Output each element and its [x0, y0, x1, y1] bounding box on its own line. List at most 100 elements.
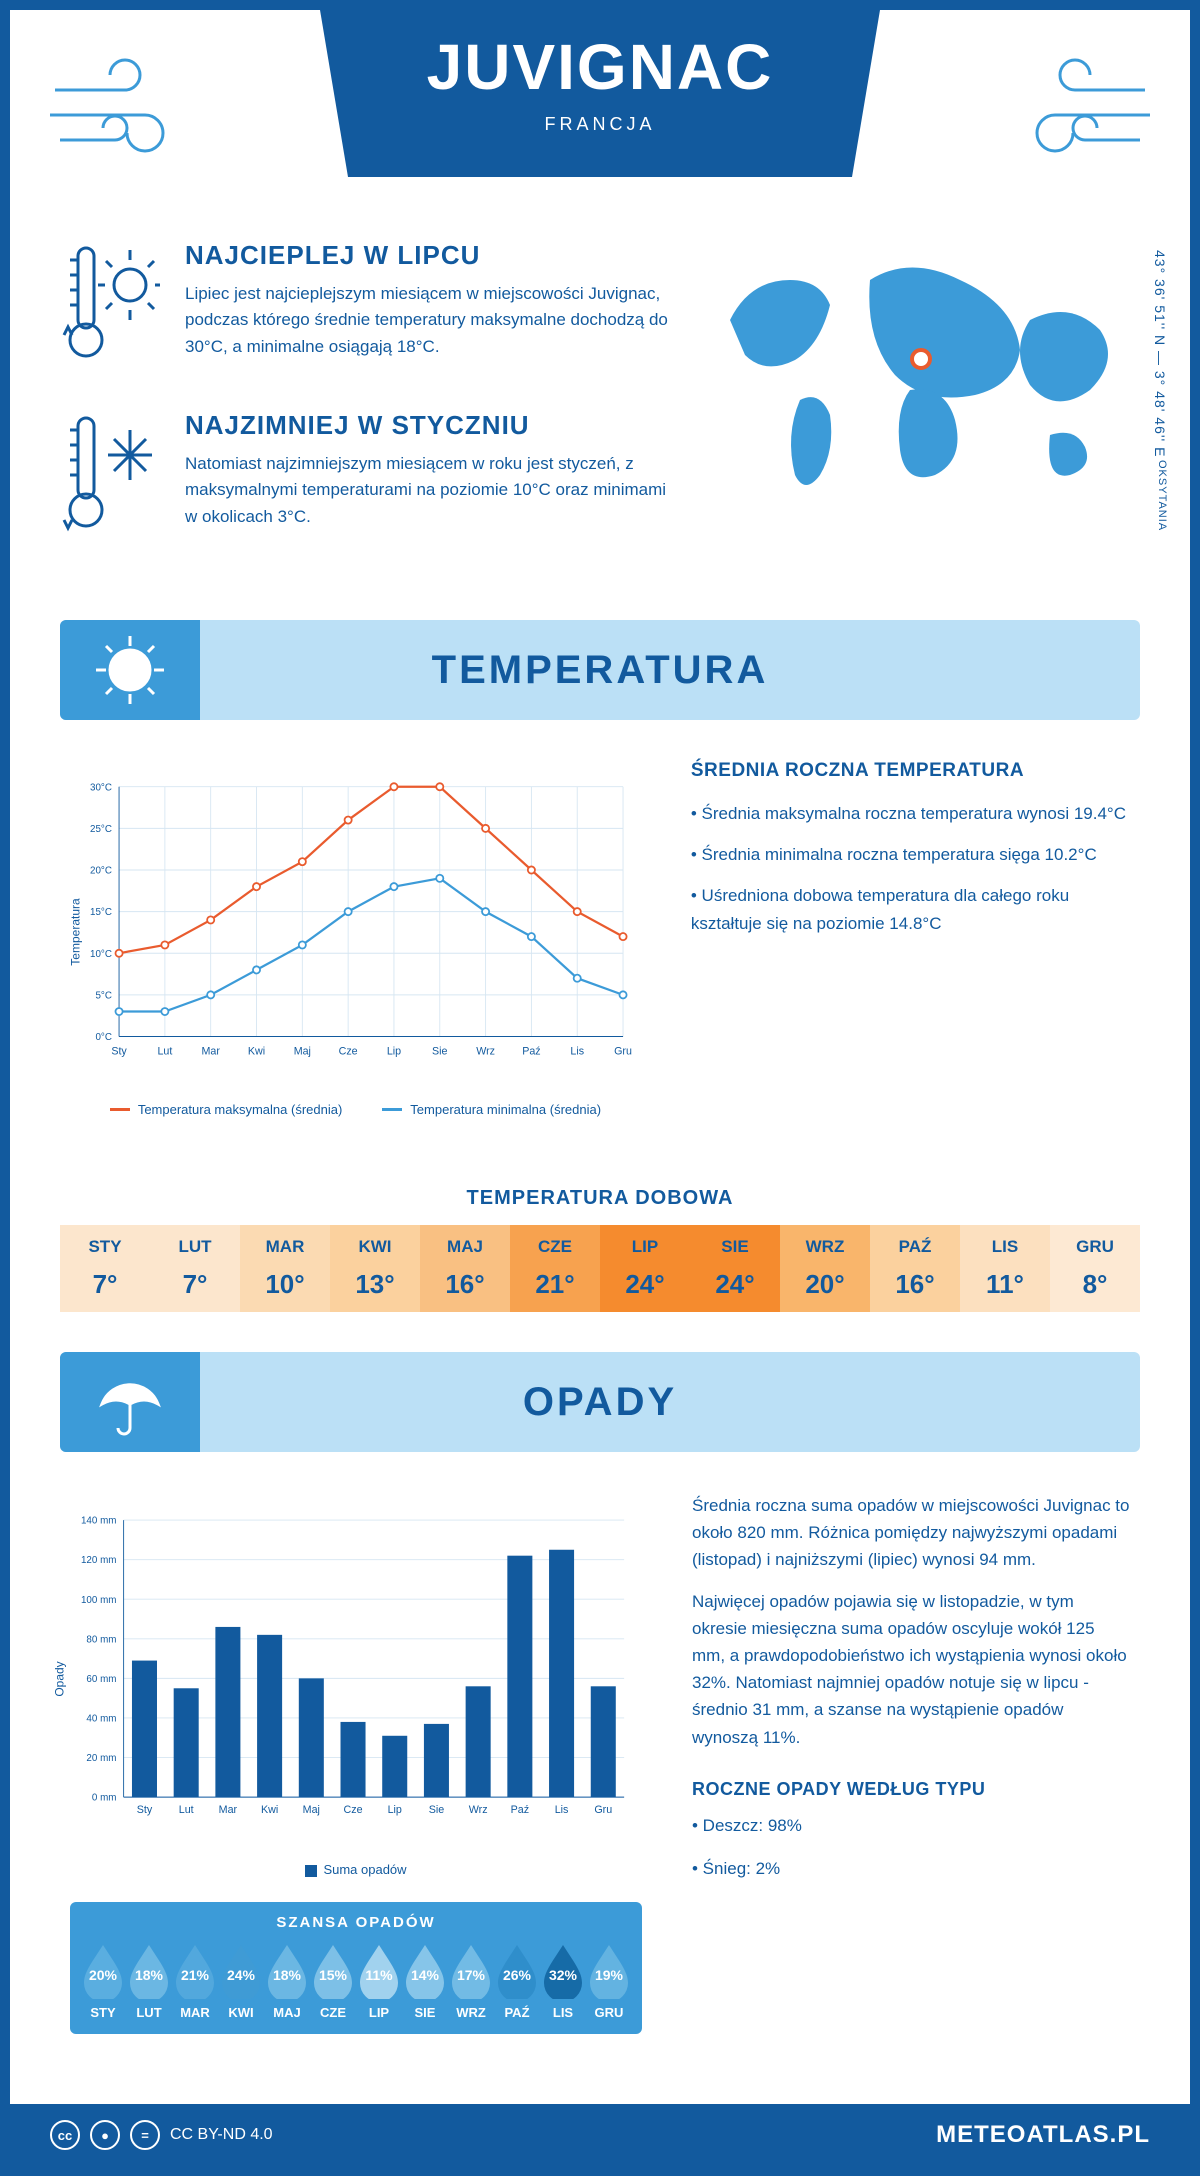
footer: cc ● = CC BY-ND 4.0 METEOATLAS.PL: [10, 2104, 1190, 2166]
chart-ylabel: Opady: [53, 1661, 67, 1696]
warmest-text: Lipiec jest najcieplejszym miesiącem w m…: [185, 281, 670, 360]
svg-text:20°C: 20°C: [90, 866, 112, 877]
svg-text:0 mm: 0 mm: [92, 1793, 117, 1804]
rain-chance-cell: 21%MAR: [172, 1943, 218, 2020]
location-marker-icon: [910, 348, 932, 370]
daily-temp-cell: SIE24°: [690, 1225, 780, 1312]
annual-temp-b3: • Uśredniona dobowa temperatura dla całe…: [691, 882, 1130, 936]
daily-temp-cell: GRU8°: [1050, 1225, 1140, 1312]
svg-text:Sty: Sty: [137, 1804, 153, 1816]
daily-temp-cell: KWI13°: [330, 1225, 420, 1312]
page: JUVIGNAC FRANCJA NAJCIEPLEJ W LIPCU Lipi…: [0, 0, 1200, 2176]
thermometer-snow-icon: [60, 410, 160, 545]
svg-text:Kwi: Kwi: [261, 1804, 278, 1816]
precipitation-bar-chart: Opady 0 mm20 mm40 mm60 mm80 mm100 mm120 …: [70, 1492, 642, 1852]
temperature-banner: TEMPERATURA: [60, 620, 1140, 720]
cc-icon: cc: [50, 2120, 80, 2150]
section-title: OPADY: [523, 1380, 677, 1425]
wind-icon: [45, 50, 195, 175]
svg-text:Sty: Sty: [111, 1045, 127, 1057]
svg-text:5°C: 5°C: [95, 990, 111, 1001]
thermometer-sun-icon: [60, 240, 160, 375]
rain-chance-cell: 11%LIP: [356, 1943, 402, 2020]
daily-temp-cell: LUT7°: [150, 1225, 240, 1312]
region-label: OKSYTANIA: [1156, 460, 1168, 531]
daily-temp-cell: MAR10°: [240, 1225, 330, 1312]
legend-min: Temperatura minimalna (średnia): [410, 1102, 601, 1117]
svg-text:Cze: Cze: [339, 1045, 358, 1057]
svg-text:Paź: Paź: [522, 1045, 540, 1057]
svg-text:140 mm: 140 mm: [81, 1516, 117, 1527]
sun-icon: [60, 620, 200, 720]
site-name: METEOATLAS.PL: [936, 2121, 1150, 2149]
rain-chance-cell: 14%SIE: [402, 1943, 448, 2020]
license: cc ● = CC BY-ND 4.0: [50, 2120, 273, 2150]
daily-temp-cell: CZE21°: [510, 1225, 600, 1312]
svg-text:Wrz: Wrz: [476, 1045, 495, 1057]
rain-chance-cell: 15%CZE: [310, 1943, 356, 2020]
precip-text: Średnia roczna suma opadów w miejscowośc…: [692, 1492, 1130, 2034]
title-ribbon: JUVIGNAC FRANCJA: [320, 10, 880, 177]
rain-chance-strip: SZANSA OPADÓW 20%STY18%LUT21%MAR24%KWI18…: [70, 1902, 642, 2034]
by-icon: ●: [90, 2120, 120, 2150]
svg-text:15°C: 15°C: [90, 907, 112, 918]
svg-text:0°C: 0°C: [95, 1032, 111, 1043]
coldest-text: Natomiast najzimniejszym miesiącem w rok…: [185, 451, 670, 530]
precipitation-section: Opady 0 mm20 mm40 mm60 mm80 mm100 mm120 …: [10, 1452, 1190, 2074]
svg-text:Maj: Maj: [294, 1045, 311, 1057]
svg-text:Lut: Lut: [157, 1045, 172, 1057]
svg-text:Mar: Mar: [219, 1804, 238, 1816]
precip-type-rain: • Deszcz: 98%: [692, 1812, 1130, 1841]
svg-text:60 mm: 60 mm: [86, 1674, 116, 1685]
annual-temp-text: ŚREDNIA ROCZNA TEMPERATURA • Średnia mak…: [691, 760, 1130, 1117]
rain-chance-cell: 24%KWI: [218, 1943, 264, 2020]
coldest-block: NAJZIMNIEJ W STYCZNIU Natomiast najzimni…: [60, 410, 670, 545]
precip-p1: Średnia roczna suma opadów w miejscowośc…: [692, 1492, 1130, 1574]
umbrella-icon: [60, 1352, 200, 1452]
legend-max: Temperatura maksymalna (średnia): [138, 1102, 342, 1117]
svg-text:Cze: Cze: [343, 1804, 362, 1816]
precip-p2: Najwięcej opadów pojawia się w listopadz…: [692, 1588, 1130, 1751]
annual-temp-title: ŚREDNIA ROCZNA TEMPERATURA: [691, 760, 1130, 782]
rain-chance-cell: 19%GRU: [586, 1943, 632, 2020]
precip-type-snow: • Śnieg: 2%: [692, 1855, 1130, 1884]
rain-chance-cell: 17%WRZ: [448, 1943, 494, 2020]
rain-chance-cell: 18%LUT: [126, 1943, 172, 2020]
rain-chance-cell: 26%PAŹ: [494, 1943, 540, 2020]
svg-text:40 mm: 40 mm: [86, 1714, 116, 1725]
world-map: 43° 36' 51'' N — 3° 48' 46'' E OKSYTANIA: [710, 240, 1140, 580]
precip-by-type: ROCZNE OPADY WEDŁUG TYPU • Deszcz: 98% •…: [692, 1779, 1130, 1884]
svg-text:80 mm: 80 mm: [86, 1634, 116, 1645]
section-title: TEMPERATURA: [432, 648, 769, 693]
daily-temp-cell: MAJ16°: [420, 1225, 510, 1312]
svg-text:100 mm: 100 mm: [81, 1595, 117, 1606]
precipitation-banner: OPADY: [60, 1352, 1140, 1452]
daily-temp-cell: STY7°: [60, 1225, 150, 1312]
daily-temp-cell: LIP24°: [600, 1225, 690, 1312]
country-name: FRANCJA: [350, 114, 850, 135]
svg-text:Maj: Maj: [303, 1804, 320, 1816]
svg-text:Lip: Lip: [387, 1045, 401, 1057]
svg-text:Sie: Sie: [429, 1804, 445, 1816]
annual-temp-b2: • Średnia minimalna roczna temperatura s…: [691, 841, 1130, 868]
svg-text:Gru: Gru: [614, 1045, 632, 1057]
coldest-title: NAJZIMNIEJ W STYCZNIU: [185, 410, 670, 441]
coordinates: 43° 36' 51'' N — 3° 48' 46'' E: [1152, 250, 1168, 457]
city-name: JUVIGNAC: [350, 30, 850, 104]
daily-temp-title: TEMPERATURA DOBOWA: [10, 1187, 1190, 1210]
svg-text:Lis: Lis: [570, 1045, 584, 1057]
rain-chance-cell: 18%MAJ: [264, 1943, 310, 2020]
temperature-line-chart: Temperatura 0°C5°C10°C15°C20°C25°C30°CSt…: [70, 760, 641, 1090]
header: JUVIGNAC FRANCJA: [10, 10, 1190, 210]
rain-chance-cell: 32%LIS: [540, 1943, 586, 2020]
precip-type-title: ROCZNE OPADY WEDŁUG TYPU: [692, 1779, 1130, 1800]
svg-text:Sie: Sie: [432, 1045, 448, 1057]
precip-chart-legend: Suma opadów: [70, 1862, 642, 1877]
svg-text:Lis: Lis: [555, 1804, 569, 1816]
svg-text:Wrz: Wrz: [469, 1804, 488, 1816]
temp-chart-legend: Temperatura maksymalna (średnia) Tempera…: [70, 1102, 641, 1117]
intro-section: NAJCIEPLEJ W LIPCU Lipiec jest najcieple…: [10, 210, 1190, 620]
annual-temp-b1: • Średnia maksymalna roczna temperatura …: [691, 800, 1130, 827]
temperature-section: Temperatura 0°C5°C10°C15°C20°C25°C30°CSt…: [10, 720, 1190, 1157]
svg-text:30°C: 30°C: [90, 782, 112, 793]
